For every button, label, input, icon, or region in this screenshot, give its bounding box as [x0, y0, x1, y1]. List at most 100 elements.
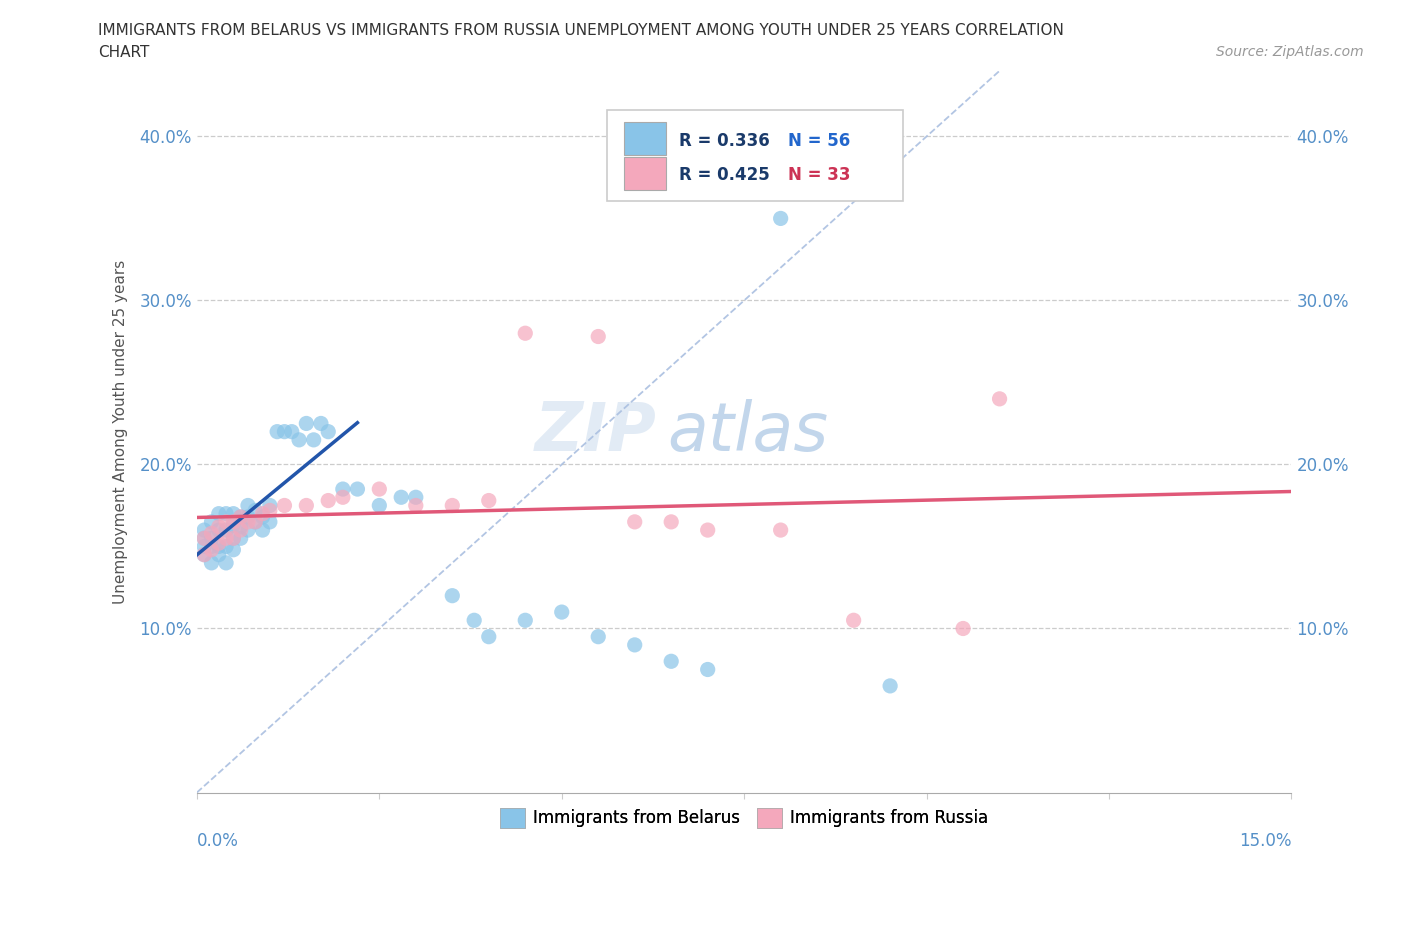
Point [222, 531, 245, 546]
Point [229, 510, 252, 525]
Point [200, 542, 222, 557]
Point [295, 416, 318, 431]
Point [222, 518, 245, 533]
Point [586, 630, 609, 644]
Point [245, 514, 267, 529]
Point [405, 498, 427, 513]
Point [208, 547, 231, 562]
Point [478, 630, 501, 644]
Point [208, 519, 231, 534]
Point [193, 531, 215, 546]
Point [193, 547, 215, 562]
Point [988, 392, 1011, 406]
Point [229, 523, 252, 538]
Point [193, 531, 215, 546]
Point [259, 503, 281, 518]
Point [200, 531, 222, 546]
Point [236, 523, 259, 538]
Point [259, 514, 281, 529]
Point [368, 482, 391, 497]
FancyBboxPatch shape [624, 122, 666, 155]
Point [332, 482, 354, 497]
Point [273, 424, 295, 439]
Text: R = 0.425: R = 0.425 [679, 166, 769, 184]
Point [222, 531, 245, 546]
Point [879, 679, 901, 694]
Point [245, 514, 267, 529]
Text: R = 0.336: R = 0.336 [679, 132, 769, 150]
Point [222, 514, 245, 529]
Point [659, 514, 682, 529]
Point [309, 416, 332, 431]
FancyBboxPatch shape [624, 156, 666, 190]
Point [215, 514, 238, 529]
Point [316, 493, 339, 508]
Point [222, 506, 245, 521]
Point [623, 637, 645, 652]
FancyBboxPatch shape [607, 111, 903, 201]
Point [316, 424, 339, 439]
Point [215, 506, 238, 521]
Point [215, 531, 238, 546]
Point [215, 539, 238, 554]
Point [515, 326, 537, 340]
Text: N = 33: N = 33 [787, 166, 851, 184]
Point [208, 506, 231, 521]
Text: 15.0%: 15.0% [1239, 832, 1292, 850]
Text: CHART: CHART [98, 45, 150, 60]
Point [193, 523, 215, 538]
Point [952, 621, 974, 636]
Point [696, 523, 718, 538]
Point [281, 424, 304, 439]
Point [332, 490, 354, 505]
Legend: Immigrants from Belarus, Immigrants from Russia: Immigrants from Belarus, Immigrants from… [494, 801, 995, 835]
Point [515, 613, 537, 628]
Point [769, 523, 792, 538]
Point [273, 498, 295, 513]
Point [222, 542, 245, 557]
Point [229, 510, 252, 525]
Point [405, 490, 427, 505]
Point [200, 555, 222, 570]
Point [389, 490, 412, 505]
Point [215, 523, 238, 538]
Point [769, 211, 792, 226]
Point [696, 662, 718, 677]
Text: atlas: atlas [668, 399, 828, 465]
Text: IMMIGRANTS FROM BELARUS VS IMMIGRANTS FROM RUSSIA UNEMPLOYMENT AMONG YOUTH UNDER: IMMIGRANTS FROM BELARUS VS IMMIGRANTS FR… [98, 23, 1064, 38]
Text: N = 56: N = 56 [787, 132, 851, 150]
Point [236, 514, 259, 529]
Point [441, 498, 464, 513]
Point [368, 498, 391, 513]
Y-axis label: Unemployment Among Youth under 25 years: Unemployment Among Youth under 25 years [114, 259, 128, 604]
Point [215, 555, 238, 570]
Point [478, 493, 501, 508]
Point [346, 482, 368, 497]
Point [259, 498, 281, 513]
Point [586, 329, 609, 344]
Point [463, 613, 485, 628]
Point [842, 613, 865, 628]
Point [302, 432, 325, 447]
Point [441, 589, 464, 604]
Point [236, 510, 259, 525]
Text: 0.0%: 0.0% [197, 832, 239, 850]
Point [193, 539, 215, 554]
Point [200, 514, 222, 529]
Point [208, 539, 231, 554]
Point [208, 536, 231, 551]
Point [200, 525, 222, 540]
Point [208, 523, 231, 538]
Point [200, 539, 222, 554]
Point [266, 424, 288, 439]
Point [252, 510, 274, 525]
Point [288, 432, 311, 447]
Text: ZIP: ZIP [534, 399, 657, 465]
Point [623, 514, 645, 529]
Point [236, 498, 259, 513]
Point [659, 654, 682, 669]
Point [193, 547, 215, 562]
Point [252, 506, 274, 521]
Point [252, 523, 274, 538]
Text: Source: ZipAtlas.com: Source: ZipAtlas.com [1216, 45, 1364, 59]
